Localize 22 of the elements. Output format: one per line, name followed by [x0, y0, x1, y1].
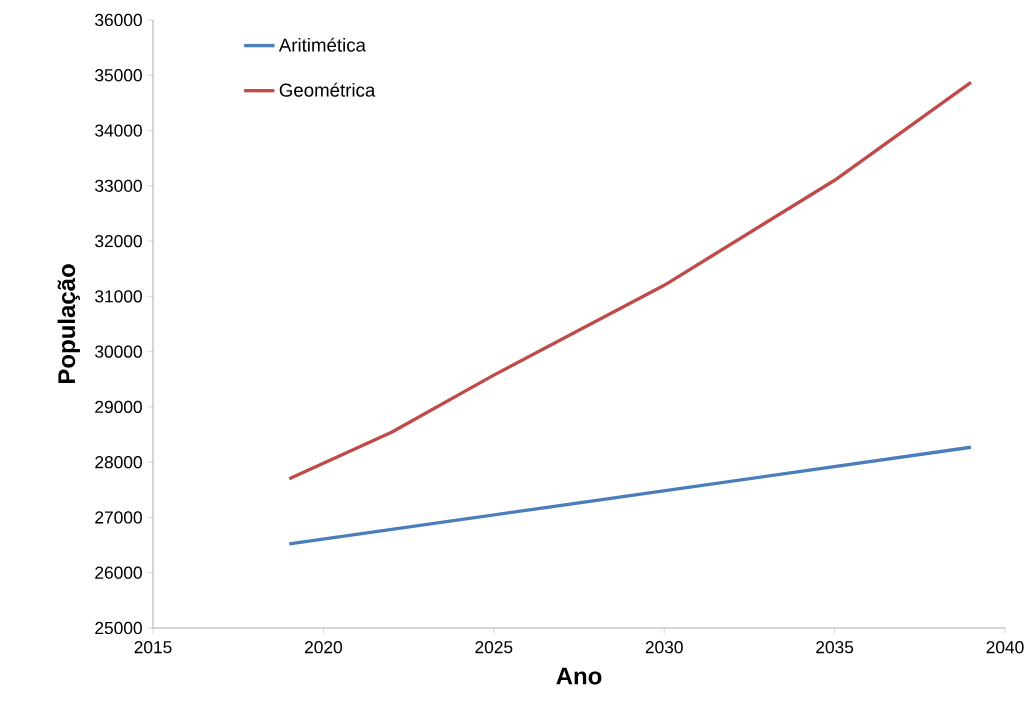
y-tick-label: 31000	[95, 290, 142, 303]
y-tick-label: 30000	[95, 345, 142, 358]
y-tick-label: 29000	[95, 400, 142, 414]
x-tick-label: 2020	[305, 641, 343, 654]
x-tick-label: 2040	[986, 641, 1024, 654]
y-tick-label: 35000	[95, 69, 142, 82]
y-tick-label: 28000	[95, 456, 142, 469]
y-tick-label: 27000	[95, 511, 142, 524]
y-tick-label: 32000	[95, 234, 142, 248]
y-axis-title: População	[57, 264, 80, 384]
legend-label: Geométrica	[279, 82, 376, 97]
y-tick-label: 34000	[95, 124, 142, 137]
x-axis-title: Ano	[556, 667, 602, 685]
y-tick-label: 36000	[95, 13, 142, 27]
x-tick-label: 2030	[645, 641, 683, 654]
y-tick-label: 25000	[95, 621, 142, 635]
x-tick-label: 2025	[475, 641, 513, 654]
y-tick-label: 26000	[95, 566, 142, 579]
x-tick-label: 2035	[816, 641, 854, 654]
x-tick-label: 2015	[134, 641, 172, 654]
y-tick-label: 33000	[95, 179, 142, 192]
legend-label: Aritimética	[278, 37, 366, 52]
